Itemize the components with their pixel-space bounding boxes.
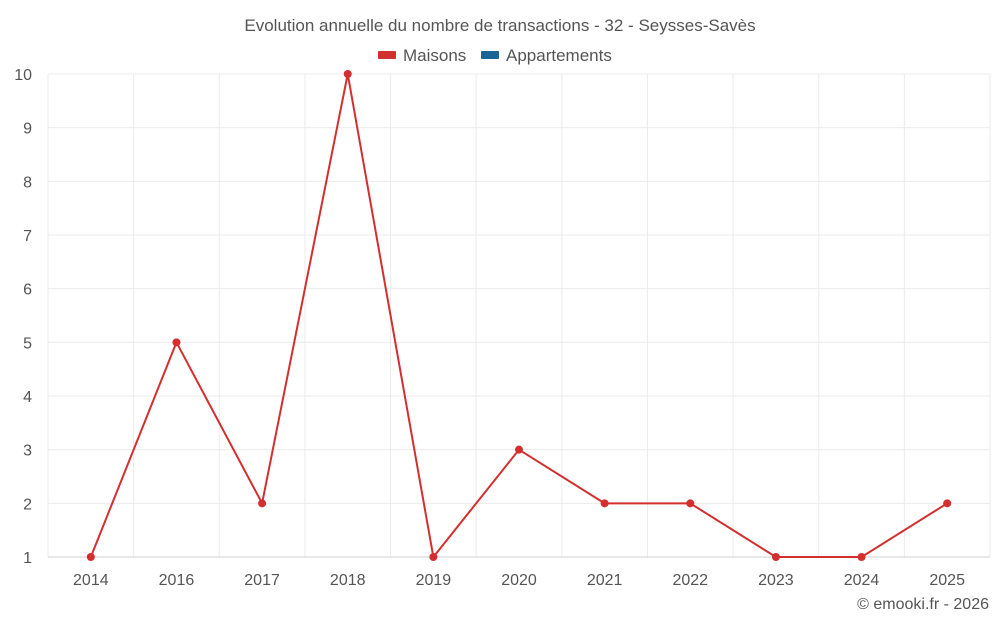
x-tick-label: 2017 <box>244 572 280 589</box>
x-tick-label: 2016 <box>159 572 195 589</box>
y-tick-label: 3 <box>23 443 32 460</box>
series <box>86 70 952 561</box>
legend-swatch-appartements <box>481 51 499 59</box>
credit-text: © emooki.fr - 2026 <box>857 596 989 613</box>
x-tick-label: 2018 <box>330 572 366 589</box>
x-tick-label: 2014 <box>73 572 109 589</box>
data-point-maisons[interactable] <box>857 553 866 561</box>
data-point-maisons[interactable] <box>515 445 523 454</box>
legend-label-maisons[interactable]: Maisons <box>403 46 466 65</box>
data-point-maisons[interactable] <box>686 499 695 508</box>
x-tick-label: 2020 <box>501 572 537 589</box>
x-axis: 2014 2016 2017 2018 2019 2020 2021 2022 2023 2024… <box>73 572 965 589</box>
grid <box>47 73 991 558</box>
y-tick-label: 8 <box>23 174 32 191</box>
x-tick-label: 2019 <box>416 572 452 589</box>
y-tick-label: 4 <box>23 389 32 406</box>
data-point-maisons[interactable] <box>429 553 438 561</box>
y-tick-label: 9 <box>23 121 32 138</box>
data-point-maisons[interactable] <box>172 338 181 347</box>
legend-swatch-maisons <box>378 51 396 59</box>
x-tick-label: 2022 <box>672 572 708 589</box>
data-point-maisons[interactable] <box>343 70 352 78</box>
data-point-maisons[interactable] <box>258 499 267 508</box>
y-tick-label: 10 <box>14 67 32 84</box>
x-tick-label: 2025 <box>929 572 965 589</box>
chart-title: Evolution annuelle du nombre de transact… <box>244 16 755 35</box>
data-point-maisons[interactable] <box>600 499 609 508</box>
legend-label-appartements[interactable]: Appartements <box>506 46 612 65</box>
y-tick-label: 5 <box>23 335 32 352</box>
y-tick-label: 7 <box>23 228 32 245</box>
legend: Maisons Appartements <box>378 46 612 65</box>
y-tick-label: 6 <box>23 282 32 299</box>
x-tick-label: 2024 <box>844 572 880 589</box>
y-axis: 1 2 3 4 5 6 7 8 9 10 <box>14 67 32 567</box>
y-tick-label: 2 <box>23 496 32 513</box>
data-point-maisons[interactable] <box>943 499 952 508</box>
x-tick-label: 2021 <box>587 572 623 589</box>
x-tick-label: 2023 <box>758 572 794 589</box>
y-tick-label: 1 <box>23 550 32 567</box>
data-point-maisons[interactable] <box>86 553 95 561</box>
data-point-maisons[interactable] <box>771 553 780 561</box>
